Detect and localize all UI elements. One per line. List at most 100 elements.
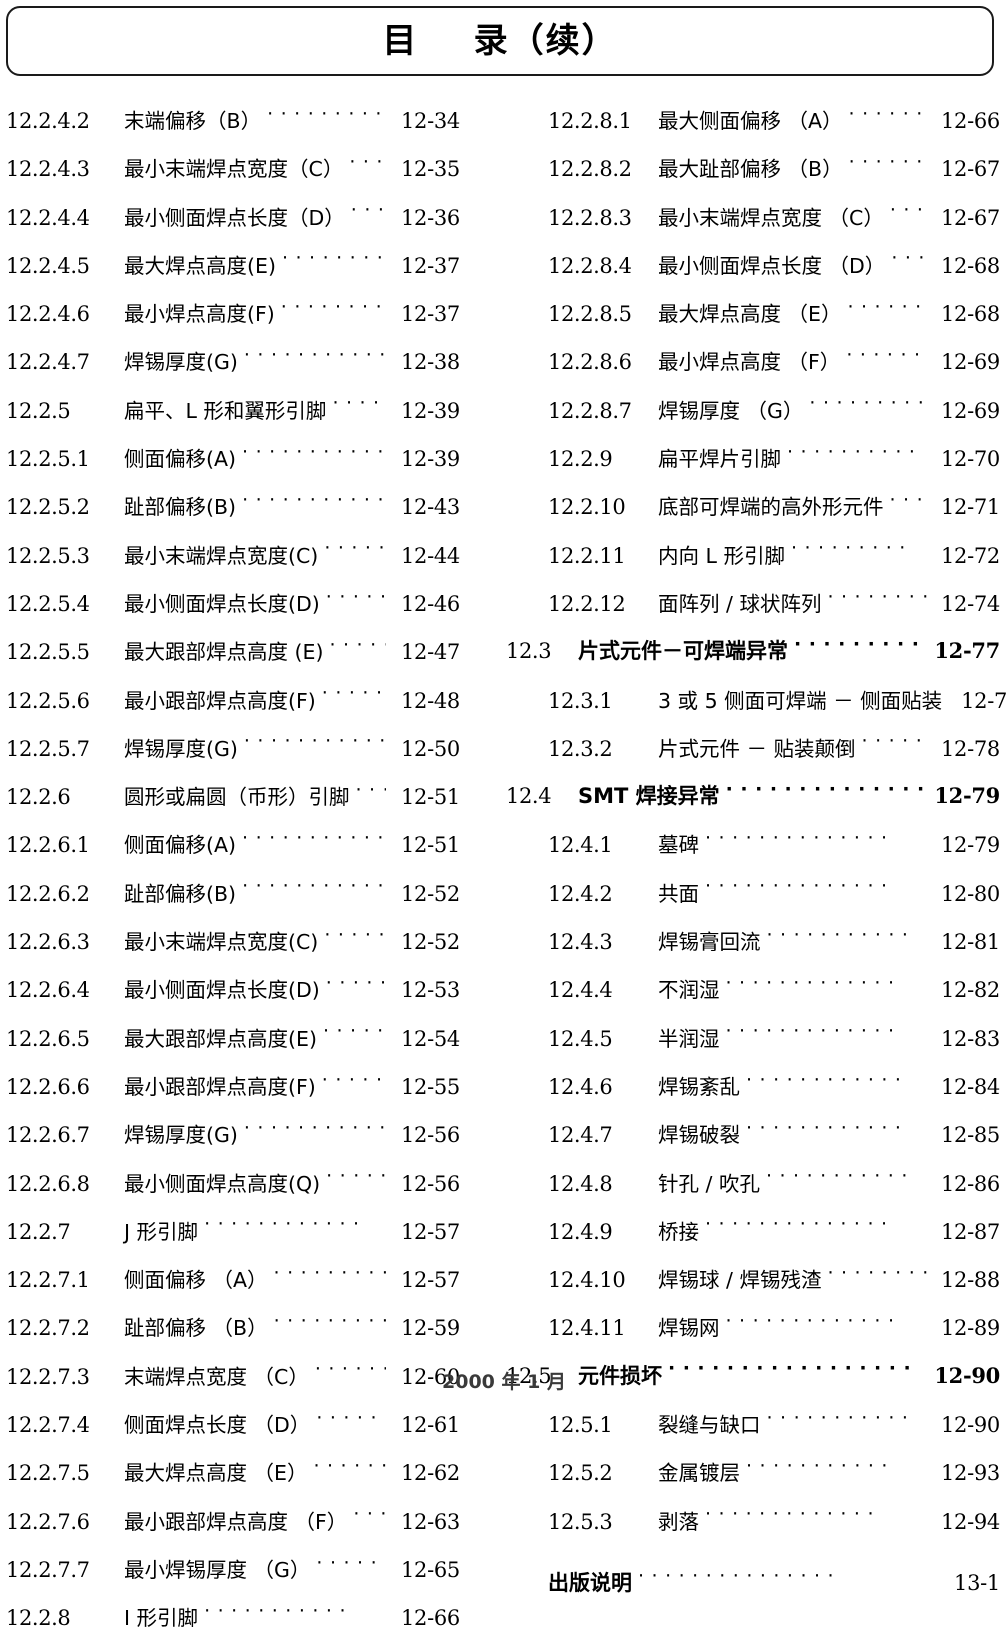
toc-entry-number: 12.2.7.1 [6, 1268, 90, 1293]
toc-entry-label: 最小跟部焊点高度 （F） [124, 1509, 348, 1534]
toc-entry[interactable]: 12.5.3 剥落 ············· 12-94 [548, 1505, 1000, 1553]
toc-entry[interactable]: 12.2.6.2 趾部偏移(B) ··········· 12-52 [6, 877, 460, 925]
toc-entry-label: 不润湿 [658, 978, 720, 1003]
toc-entry[interactable]: 12.2.8.5 最大焊点高度 （E） ······· 12-68 [548, 297, 1000, 345]
toc-entry[interactable]: 12.2.7.7 最小焊锡厚度 （G） ······ 12-65 [6, 1553, 460, 1601]
toc-entry[interactable]: 12.3 片式元件－可焊端异常 ··········· 12-77 [506, 635, 1000, 683]
toc-entry[interactable]: 12.2.12 面阵列 / 球状阵列 ········ 12-74 [548, 587, 1000, 635]
toc-entry[interactable]: 12.4.8 针孔 / 吹孔 ··········· 12-86 [548, 1167, 1000, 1215]
toc-entry[interactable]: 12.2.8.6 最小焊点高度 （F） ······· 12-69 [548, 345, 1000, 393]
toc-entry-label: 最小跟部焊点高度(F) [124, 688, 316, 713]
toc-entry[interactable]: 12.2.7.3 末端焊点宽度 （C） ······ 12-60 [6, 1360, 460, 1408]
toc-page-number: 13-1 [954, 1570, 1000, 1595]
toc-entry[interactable]: 12.2.5.4 最小侧面焊点长度(D) ······ 12-46 [6, 587, 460, 635]
toc-entry[interactable]: 12.4.4 不润湿 ············· 12-82 [548, 973, 1000, 1021]
toc-entry-label: 内向 L 形引脚 [658, 543, 785, 568]
toc-page-number: 12-69 [940, 350, 1000, 375]
toc-entry[interactable]: 12.3.1 3 或 5 侧面可焊端 － 侧面贴装 12-77 [548, 684, 1008, 732]
toc-entry-label: 最大趾部偏移 （B） [658, 157, 843, 182]
toc-page-number: 12-66 [940, 109, 1000, 133]
toc-entry[interactable]: 12.2.8.7 焊锡厚度 （G） ········· 12-69 [548, 394, 1000, 442]
toc-entry[interactable]: 12.4.11 焊锡网 ············· 12-89 [548, 1311, 1000, 1359]
toc-entry-number: 12.4.6 [548, 1074, 613, 1099]
toc-entry[interactable]: 12.2.8.4 最小侧面焊点长度 （D） ···· 12-68 [548, 249, 1000, 297]
toc-entry[interactable]: 12.3.2 片式元件 － 贴装颠倒 ····· 12-78 [548, 732, 1000, 780]
toc-entry[interactable]: 12.2.7 J 形引脚 ············ 12-57 [6, 1215, 460, 1263]
toc-entry-label: 最大侧面偏移 （A） [658, 109, 843, 133]
toc-entry-number: 12.2.6.4 [6, 978, 90, 1003]
toc-entry[interactable]: 12.2.7.6 最小跟部焊点高度 （F） ···· 12-63 [6, 1505, 460, 1553]
toc-entry[interactable]: 12.2.4.5 最大焊点高度(E) ········· 12-37 [6, 249, 460, 297]
toc-dot-leader: ······· [846, 348, 928, 367]
toc-entry-number: 12.2.4.2 [6, 109, 90, 133]
toc-entry[interactable]: 12.2.5.3 最小末端焊点宽度(C) ······ 12-44 [6, 539, 460, 587]
toc-entry-label: 底部可焊端的高外形元件 [658, 495, 884, 520]
toc-entry-number: 12.2.5.4 [6, 591, 90, 616]
toc-entry[interactable]: 12.2.6.7 焊锡厚度(G) ············ 12-56 [6, 1118, 460, 1166]
toc-entry-label: 圆形或扁圆（币形）引脚 [124, 785, 350, 810]
toc-entry[interactable]: 出版说明 ··············· 13-1 [548, 1567, 1000, 1615]
toc-entry[interactable]: 12.2.6.3 最小末端焊点宽度(C) ······ 12-52 [6, 925, 460, 973]
toc-entry[interactable]: 12.2.5.1 侧面偏移(A) ············ 12-39 [6, 442, 460, 490]
toc-entry[interactable]: 12.4.2 共面 ·············· 12-80 [548, 877, 1000, 925]
toc-entry[interactable]: 12.2.8.1 最大侧面偏移 （A） ······· 12-66 [548, 104, 1000, 152]
toc-entry[interactable]: 12.2.5.7 焊锡厚度(G) ············ 12-50 [6, 732, 460, 780]
toc-entry[interactable]: 12.2.11 内向 L 形引脚 ········· 12-72 [548, 539, 1000, 587]
toc-entry[interactable]: 12.2.5 扁平、L 形和翼形引脚 ····· 12-39 [6, 394, 460, 442]
toc-entry-label: 最小侧面焊点长度 （D） [658, 253, 886, 278]
toc-entry[interactable]: 12.4.5 半润湿 ············· 12-83 [548, 1022, 1000, 1070]
toc-entry[interactable]: 12.4 SMT 焊接异常 ·············· 12-79 [506, 780, 1000, 828]
toc-entry[interactable]: 12.2.8.3 最小末端焊点宽度 （C） ···· 12-67 [548, 201, 1000, 249]
toc-dot-leader: ··········· [242, 879, 386, 898]
toc-entry[interactable]: 12.4.7 焊锡破裂 ············ 12-85 [548, 1118, 1000, 1166]
toc-entry[interactable]: 12.2.6.6 最小跟部焊点高度(F) ······ 12-55 [6, 1070, 460, 1118]
toc-dot-leader: ············ [746, 1121, 909, 1139]
toc-entry[interactable]: 12.2.8.2 最大趾部偏移 （B） ······· 12-67 [548, 152, 1000, 200]
toc-entry[interactable]: 12.2.9 扁平焊片引脚 ·········· 12-70 [548, 442, 1000, 490]
toc-entry[interactable]: 12.4.9 桥接 ·············· 12-87 [548, 1215, 1000, 1263]
toc-entry-label: Ⅰ 形引脚 [124, 1606, 199, 1631]
toc-entry[interactable]: 12.2.7.5 最大焊点高度 （E） ······ 12-62 [6, 1456, 460, 1504]
toc-entry[interactable]: 12.2.8 Ⅰ 形引脚 ··········· 12-66 [6, 1601, 460, 1649]
toc-entry[interactable]: 12.5 元件损坏 ················· 12-90 [506, 1360, 1000, 1408]
toc-entry[interactable]: 12.4.1 墓碑 ·············· 12-79 [548, 828, 1000, 876]
toc-columns: 12.2.4.2末端偏移（B）···········12-3412.2.4.3最… [0, 104, 1008, 1650]
toc-entry[interactable]: 12.2.6.1 侧面偏移(A) ············ 12-51 [6, 828, 460, 876]
toc-entry[interactable]: 12.2.5.6 最小跟部焊点高度(F) ······ 12-48 [6, 684, 460, 732]
toc-entry[interactable]: 12.4.10 焊锡球 / 焊锡残渣 ········ 12-88 [548, 1263, 1000, 1311]
toc-page-number: 12-67 [940, 205, 1000, 230]
toc-entry[interactable]: 12.2.5.5 最大跟部焊点高度 (E) ······ 12-47 [6, 635, 460, 683]
toc-entry[interactable]: 12.2.4.7 焊锡厚度(G) ············ 12-38 [6, 345, 460, 393]
toc-entry[interactable]: 12.2.4.4 最小侧面焊点长度（D） ····· 12-36 [6, 201, 460, 249]
toc-entry[interactable]: 12.2.6 圆形或扁圆（币形）引脚 ··· 12-51 [6, 780, 460, 828]
toc-entry[interactable]: 12.2.10 底部可焊端的高外形元件 ··· 12-71 [548, 490, 1000, 538]
toc-dot-leader: ··········· [204, 1604, 353, 1622]
toc-entry[interactable]: 12.4.6 焊锡紊乱 ············ 12-84 [548, 1070, 1000, 1118]
toc-entry-label: 焊锡膏回流 [658, 930, 761, 955]
toc-entry-number: 12.5 [506, 1363, 552, 1388]
toc-entry[interactable]: 12.5.1 裂缝与缺口 ··········· 12-90 [548, 1408, 1000, 1456]
toc-entry[interactable]: 12.2.6.8 最小侧面焊点高度(Q) ······ 12-56 [6, 1167, 460, 1215]
toc-page-number: 12-72 [940, 543, 1000, 568]
toc-page-number: 12-88 [940, 1268, 1000, 1293]
toc-entry[interactable]: 12.5.2 金属镀层 ··········· 12-93 [548, 1456, 1000, 1504]
toc-entry-number: 12.2.12 [548, 591, 626, 616]
toc-entry[interactable]: 12.2.6.4 最小侧面焊点长度(D) ······ 12-53 [6, 973, 460, 1021]
toc-entry[interactable]: 12.2.7.1 侧面偏移 （A） ········· 12-57 [6, 1263, 460, 1311]
toc-entry[interactable]: 12.2.7.2 趾部偏移 （B） ········· 12-59 [6, 1311, 460, 1359]
toc-entry-number: 12.2.6.2 [6, 881, 90, 906]
toc-entry[interactable]: 12.2.4.2 末端偏移（B） ··········· 12-34 [6, 104, 460, 152]
toc-entry[interactable]: 12.2.4.6 最小焊点高度(F) ········· 12-37 [6, 297, 460, 345]
toc-entry[interactable]: 12.2.4.3 最小末端焊点宽度（C） ····· 12-35 [6, 152, 460, 200]
toc-entry-number: 12.2.7.3 [6, 1364, 90, 1389]
toc-entry-label: 片式元件－可焊端异常 [578, 639, 788, 664]
toc-dot-leader: ····· [332, 396, 386, 415]
toc-entry-number: 12.2.10 [548, 495, 626, 520]
toc-entry[interactable]: 12.4.3 焊锡膏回流 ··········· 12-81 [548, 925, 1000, 973]
toc-entry-number: 12.2.6.3 [6, 930, 90, 955]
toc-entry-label: 最小末端焊点宽度(C) [124, 543, 319, 568]
toc-entry[interactable]: 12.2.5.2 趾部偏移(B) ··········· 12-43 [6, 490, 460, 538]
toc-entry[interactable]: 12.2.6.5 最大跟部焊点高度(E) ······ 12-54 [6, 1022, 460, 1070]
toc-entry-label: 最小焊点高度 （F） [658, 350, 841, 375]
